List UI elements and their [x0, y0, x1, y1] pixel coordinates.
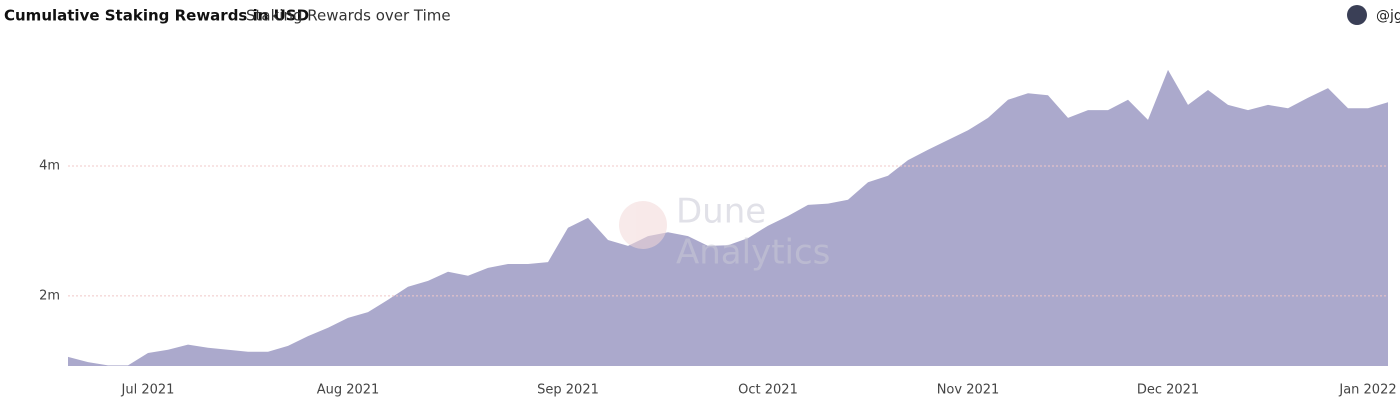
x-tick-label: Aug 2021 [317, 383, 380, 398]
y-tick-label: 4m [39, 158, 60, 173]
y-tick-label: 2m [39, 288, 60, 303]
watermark-text: Analytics [676, 233, 830, 273]
x-tick-label: Oct 2021 [738, 383, 798, 398]
x-tick-label: Nov 2021 [937, 383, 1000, 398]
watermark-text: Dune [676, 192, 766, 232]
x-tick-label: Jul 2021 [121, 383, 175, 398]
author: @jg [1376, 8, 1400, 24]
watermark: Dune Analytics [619, 192, 830, 273]
avatar [1347, 5, 1367, 25]
x-tick-label: Dec 2021 [1137, 383, 1199, 398]
x-tick-label: Sep 2021 [537, 383, 599, 398]
chart-title: Cumulative Staking Rewards in USD [4, 7, 309, 25]
watermark-logo [619, 201, 667, 249]
area [68, 69, 1388, 367]
chart-subtitle: Staking Rewards over Time [246, 7, 451, 25]
x-tick-label: Jan 2022 [1338, 383, 1396, 398]
